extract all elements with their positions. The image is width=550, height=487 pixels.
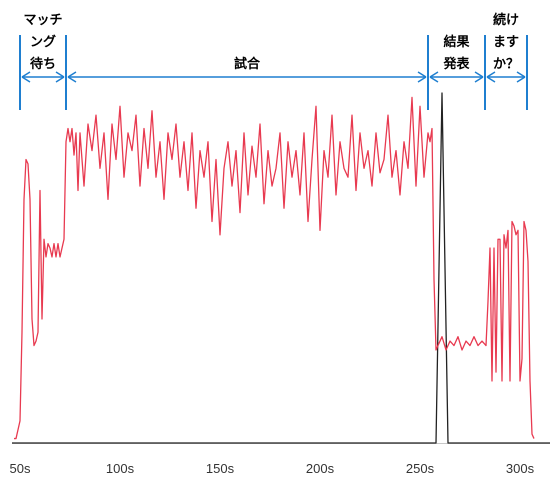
x-tick-label: 250s (406, 461, 435, 476)
phase-label: 結果 (443, 34, 469, 50)
arrow-head (429, 71, 484, 83)
arrow-head (67, 71, 427, 83)
phase-label: 発表 (442, 56, 470, 72)
phase-label: 待ち (29, 56, 56, 72)
x-tick-label: 150s (206, 461, 235, 476)
phase-label: 続け (493, 12, 519, 28)
x-tick-label: 50s (10, 461, 31, 476)
x-tick-label: 300s (506, 461, 535, 476)
arrow-head (486, 71, 526, 83)
phase-label: か？ (493, 57, 519, 72)
phase-label: 試合 (234, 56, 261, 72)
plot-area (12, 92, 550, 444)
phase-label: ング (30, 34, 56, 50)
arrow-head (21, 71, 65, 83)
phase-label: ます (493, 35, 519, 50)
x-tick-label: 200s (306, 461, 335, 476)
data-line (12, 92, 550, 444)
data-line (14, 96, 535, 440)
x-tick-label: 100s (106, 461, 135, 476)
phase-label: マッチ (23, 13, 62, 28)
